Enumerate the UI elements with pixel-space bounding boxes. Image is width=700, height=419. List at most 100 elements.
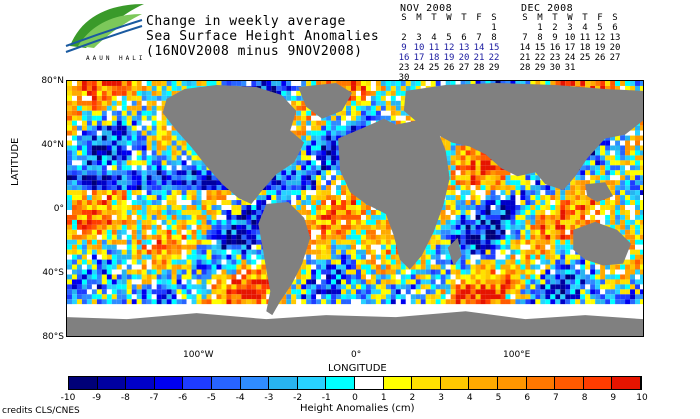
calendar-day: 23 [549, 53, 561, 63]
colorbar-title: Height Anomalies (cm) [300, 403, 415, 414]
colorbar-tick: 4 [466, 393, 473, 403]
colorbar-swatch [612, 377, 641, 389]
calendar-day: 3 [416, 33, 422, 43]
colorbar-swatch [240, 377, 270, 389]
calendar-weekday: T [582, 13, 588, 23]
calendar-day: 23 [398, 63, 410, 73]
xtick-100w: 100°W [183, 350, 214, 360]
calendar-day: 21 [519, 53, 531, 63]
calendar-day: 22 [534, 53, 546, 63]
calendar-weekday: S [401, 13, 407, 23]
calendar-weekday: S [612, 13, 618, 23]
calendar-day: 29 [488, 63, 500, 73]
calendar-day: 13 [609, 33, 621, 43]
calendar-day: 6 [461, 33, 467, 43]
calendar-day: 14 [519, 43, 531, 53]
colorbar-swatch [440, 377, 470, 389]
calendar-day: 12 [594, 33, 606, 43]
calendar-day: 19 [594, 43, 606, 53]
colorbar-tick: 1 [380, 393, 387, 403]
calendar-day: 2 [552, 23, 558, 33]
colorbar-swatch [526, 377, 556, 389]
calendar-day: 26 [594, 53, 606, 63]
calendar-weekday: W [446, 13, 452, 23]
colorbar-swatch [497, 377, 527, 389]
calendar-day: 3 [567, 23, 573, 33]
colorbar-swatch [412, 377, 441, 389]
ytick-80n: 80°N [41, 76, 64, 86]
calendar-weekday: T [431, 13, 437, 23]
calendar-day: 16 [398, 53, 410, 63]
sea-surface-height-map [66, 80, 644, 337]
colorbar-tick: 9 [610, 393, 617, 403]
colorbar-swatch [297, 377, 327, 389]
ytick-0: 0° [53, 204, 64, 214]
calendar-title: DEC 2008 [521, 3, 574, 14]
colorbar-swatch [354, 377, 384, 389]
colorbar-swatch [326, 377, 355, 389]
colorbar-tick: -9 [92, 393, 102, 403]
colorbar-tick: 5 [495, 393, 502, 403]
calendar-day: 15 [488, 43, 500, 53]
calendar-day: 27 [458, 63, 470, 73]
colorbar-tick: -7 [149, 393, 159, 403]
calendar-day: 5 [597, 23, 603, 33]
xtick-0: 0° [351, 350, 362, 360]
calendar-day: 17 [564, 43, 576, 53]
calendar-day: 13 [458, 43, 470, 53]
calendar-day: 22 [488, 53, 500, 63]
colorbar-tick: 0 [352, 393, 358, 403]
calendar-day: 30 [549, 63, 561, 73]
colorbar-swatch [126, 377, 155, 389]
colorbar-swatch [97, 377, 127, 389]
calendar-weekday: W [567, 13, 573, 23]
calendar-day: 15 [534, 43, 546, 53]
calendar-day: 7 [476, 33, 482, 43]
calendar-day: 2 [401, 33, 407, 43]
calendar-weekday: M [416, 13, 422, 23]
calendar-weekday: S [491, 13, 497, 23]
calendar-day: 10 [564, 33, 576, 43]
colorbar-tick: -6 [178, 393, 188, 403]
colorbar-swatch [469, 377, 498, 389]
calendar-day: 11 [428, 43, 440, 53]
title-line-3: (16NOV2008 minus 9NOV2008) [146, 44, 363, 59]
calendar-day: 9 [552, 33, 558, 43]
calendar-day: 8 [491, 33, 497, 43]
colorbar-swatch [154, 377, 184, 389]
calendar-day: 31 [564, 63, 576, 73]
ytick-40n: 40°N [41, 140, 64, 150]
calendar-day: 4 [431, 33, 437, 43]
colorbar-tick: 7 [553, 393, 559, 403]
colorbar-tick: -2 [293, 393, 303, 403]
calendar-day: 20 [609, 43, 621, 53]
aaun-logo: AAUN HALI [65, 4, 146, 62]
calendar-weekday: F [597, 13, 603, 23]
credits: credits CLS/CNES [2, 406, 80, 416]
calendar-day: 28 [519, 63, 531, 73]
calendar-day: 26 [443, 63, 455, 73]
calendar-day: 28 [473, 63, 485, 73]
colorbar-tick: -1 [321, 393, 331, 403]
calendar-day: 5 [446, 33, 452, 43]
ytick-80s: 80°S [42, 332, 64, 342]
colorbar-swatch [211, 377, 241, 389]
calendar-day: 6 [612, 23, 618, 33]
colorbar-tick: -5 [207, 393, 216, 403]
calendar-day: 27 [609, 53, 621, 63]
calendar-day: 7 [522, 33, 528, 43]
ytick-40s: 40°S [42, 268, 64, 278]
calendar-day: 30 [398, 73, 410, 83]
calendar-day: 12 [443, 43, 455, 53]
colorbar-swatch [69, 377, 98, 389]
colorbar-swatch [555, 377, 584, 389]
calendar-day: 25 [428, 63, 440, 73]
x-axis-title: LONGITUDE [328, 363, 387, 374]
colorbar-swatch [183, 377, 212, 389]
colorbar-tick: 3 [438, 393, 444, 403]
calendar-day: 18 [579, 43, 591, 53]
logo-text: AAUN HALI [86, 55, 146, 62]
calendar-title: NOV 2008 [400, 3, 453, 14]
colorbar-tick: 2 [409, 393, 416, 403]
xtick-100e: 100°E [503, 350, 531, 360]
